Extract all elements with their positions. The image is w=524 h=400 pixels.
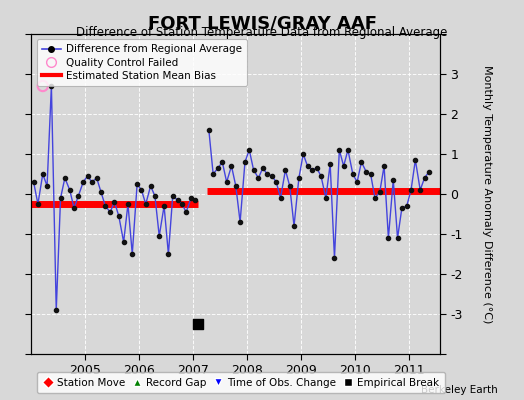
Y-axis label: Monthly Temperature Anomaly Difference (°C): Monthly Temperature Anomaly Difference (… bbox=[483, 65, 493, 323]
Point bbox=[281, 167, 290, 173]
Point bbox=[326, 161, 334, 167]
Point bbox=[389, 177, 397, 183]
Point bbox=[29, 179, 38, 185]
Point bbox=[366, 171, 375, 177]
Point bbox=[146, 183, 155, 189]
Point bbox=[70, 205, 78, 211]
Text: Difference of Station Temperature Data from Regional Average: Difference of Station Temperature Data f… bbox=[77, 26, 447, 39]
Point bbox=[362, 169, 370, 175]
Point bbox=[317, 173, 325, 179]
Point bbox=[276, 195, 285, 201]
Point bbox=[191, 197, 200, 203]
Point bbox=[137, 187, 146, 193]
Point bbox=[79, 179, 88, 185]
Point bbox=[272, 179, 280, 185]
Point bbox=[209, 171, 217, 177]
Point bbox=[241, 159, 249, 165]
Point bbox=[232, 183, 240, 189]
Point bbox=[39, 171, 47, 177]
Point bbox=[245, 147, 254, 153]
Point bbox=[93, 175, 101, 181]
Point bbox=[416, 187, 424, 193]
Point bbox=[394, 235, 402, 241]
Point bbox=[384, 235, 392, 241]
Text: Berkeley Earth: Berkeley Earth bbox=[421, 385, 498, 395]
Point bbox=[173, 197, 182, 203]
Point bbox=[205, 127, 213, 133]
Point bbox=[47, 83, 56, 89]
Point bbox=[182, 209, 190, 215]
Point bbox=[258, 165, 267, 171]
Point bbox=[39, 83, 47, 89]
Point bbox=[344, 147, 352, 153]
Point bbox=[88, 179, 96, 185]
Point bbox=[151, 193, 159, 199]
Point bbox=[57, 195, 65, 201]
Point bbox=[303, 163, 312, 169]
Point bbox=[34, 201, 42, 207]
Point bbox=[119, 239, 128, 245]
Point bbox=[155, 233, 163, 239]
Point bbox=[178, 201, 186, 207]
Point bbox=[335, 147, 344, 153]
Point bbox=[357, 159, 366, 165]
Point bbox=[340, 163, 348, 169]
Point bbox=[218, 159, 226, 165]
Point bbox=[380, 163, 388, 169]
Point bbox=[133, 181, 141, 187]
Point bbox=[308, 167, 316, 173]
Point bbox=[223, 179, 231, 185]
Point bbox=[193, 321, 202, 327]
Point bbox=[411, 157, 420, 163]
Point bbox=[74, 193, 83, 199]
Point bbox=[353, 179, 362, 185]
Point bbox=[160, 203, 168, 209]
Point bbox=[286, 183, 294, 189]
Point bbox=[101, 203, 110, 209]
Legend: Station Move, Record Gap, Time of Obs. Change, Empirical Break: Station Move, Record Gap, Time of Obs. C… bbox=[37, 372, 445, 393]
Point bbox=[66, 187, 74, 193]
Point bbox=[254, 175, 263, 181]
Point bbox=[420, 175, 429, 181]
Point bbox=[263, 171, 271, 177]
Point bbox=[227, 163, 236, 169]
Point bbox=[214, 165, 222, 171]
Point bbox=[407, 187, 415, 193]
Point bbox=[124, 201, 132, 207]
Point bbox=[268, 173, 276, 179]
Point bbox=[187, 195, 195, 201]
Point bbox=[115, 213, 123, 219]
Point bbox=[249, 167, 258, 173]
Point bbox=[424, 169, 433, 175]
Point bbox=[43, 183, 51, 189]
Point bbox=[348, 171, 357, 177]
Point bbox=[128, 251, 136, 257]
Point bbox=[61, 175, 69, 181]
Point bbox=[141, 201, 150, 207]
Text: FORT LEWIS/GRAY AAF: FORT LEWIS/GRAY AAF bbox=[147, 14, 377, 32]
Point bbox=[97, 189, 105, 195]
Point bbox=[236, 219, 244, 225]
Point bbox=[106, 209, 114, 215]
Point bbox=[110, 199, 118, 205]
Point bbox=[312, 165, 321, 171]
Point bbox=[330, 255, 339, 261]
Point bbox=[290, 223, 298, 229]
Point bbox=[402, 203, 411, 209]
Point bbox=[294, 175, 303, 181]
Point bbox=[376, 189, 384, 195]
Point bbox=[398, 205, 406, 211]
Point bbox=[164, 251, 172, 257]
Point bbox=[299, 151, 308, 157]
Legend: Difference from Regional Average, Quality Control Failed, Estimated Station Mean: Difference from Regional Average, Qualit… bbox=[37, 39, 247, 86]
Point bbox=[83, 173, 92, 179]
Point bbox=[322, 195, 330, 201]
Point bbox=[169, 193, 177, 199]
Point bbox=[370, 195, 379, 201]
Point bbox=[52, 307, 60, 313]
